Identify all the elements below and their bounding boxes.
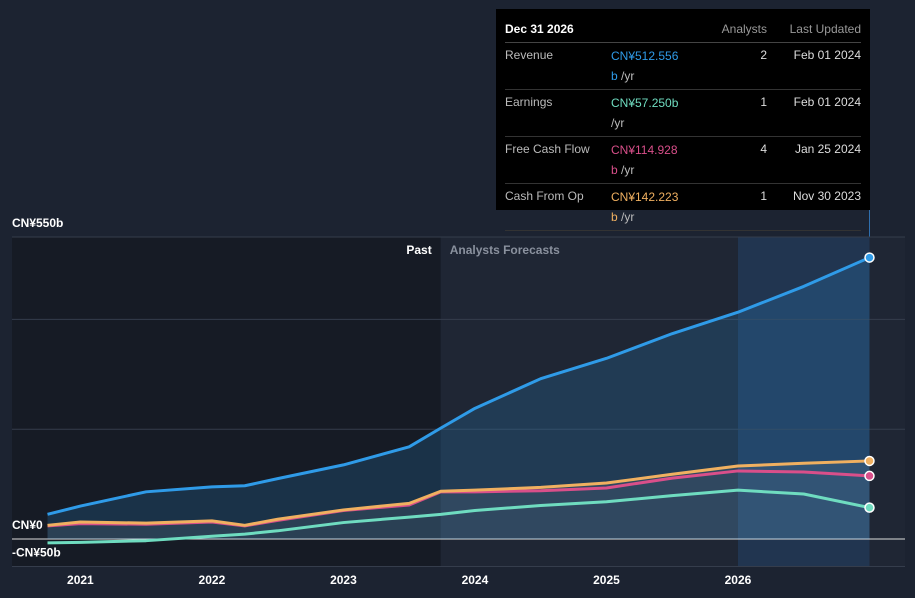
- y-tick-label: CN¥550b: [12, 216, 63, 230]
- tooltip-row: Earnings CN¥57.250b /yr 1 Feb 01 2024: [505, 90, 861, 137]
- end-dot: [864, 455, 875, 467]
- row-value-cell: CN¥512.556b /yr: [611, 46, 683, 86]
- row-analysts: 1: [760, 189, 767, 203]
- x-tick-label: 2022: [199, 573, 226, 587]
- past-label: Past: [406, 243, 431, 257]
- tooltip-row: Free Cash Flow CN¥114.928b /yr 4 Jan 25 202…: [505, 137, 861, 184]
- series-area: [47, 257, 870, 540]
- x-tick-label: 2025: [593, 573, 620, 587]
- tooltip-header: Dec 31 2026 Analysts Last Updated: [505, 17, 861, 43]
- row-updated: Jan 25 2024: [794, 142, 861, 156]
- tooltip-row: Cash From Op CN¥142.223b /yr 1 Nov 30 2023: [505, 184, 861, 231]
- row-value: CN¥142.223b: [611, 190, 679, 224]
- row-unit: /yr: [621, 163, 635, 177]
- row-value-cell: CN¥114.928b /yr: [611, 140, 683, 180]
- forecast-label: Analysts Forecasts: [450, 243, 560, 257]
- row-value-cell: CN¥142.223b /yr: [611, 187, 683, 227]
- row-updated: Feb 01 2024: [793, 48, 861, 62]
- end-dot: [864, 502, 875, 513]
- x-tick-label: 2021: [67, 573, 94, 587]
- highlight-region: [737, 237, 870, 567]
- updated-header: Last Updated: [789, 22, 861, 36]
- row-value-cell: CN¥57.250b /yr: [611, 93, 683, 133]
- x-tick-label: 2023: [330, 573, 357, 587]
- series-line: [47, 459, 870, 527]
- analysts-header: Analysts: [721, 22, 767, 36]
- past-region: [12, 237, 441, 567]
- row-unit: /yr: [621, 69, 635, 83]
- tooltip-date: Dec 31 2026: [505, 22, 574, 36]
- end-dot: [864, 252, 875, 263]
- row-label: Earnings: [505, 95, 553, 109]
- x-tick-label: 2026: [725, 573, 752, 587]
- row-updated: Feb 01 2024: [793, 95, 861, 109]
- end-dot: [864, 470, 875, 482]
- row-analysts: 4: [760, 142, 767, 156]
- series-line: [47, 256, 871, 516]
- row-analysts: 1: [760, 95, 767, 109]
- row-value: CN¥57.250b: [611, 96, 679, 110]
- forecast-region: [440, 237, 905, 567]
- y-tick-label: CN¥0: [12, 518, 43, 532]
- x-tick-label: 2024: [462, 573, 489, 587]
- row-label: Revenue: [505, 48, 554, 62]
- y-tick-label: -CN¥50b: [12, 546, 61, 560]
- row-updated: Nov 30 2023: [792, 189, 861, 203]
- row-value: CN¥512.556b: [611, 49, 679, 83]
- series-line: [47, 488, 870, 545]
- row-label: Free Cash Flow: [505, 142, 590, 156]
- row-label: Cash From Op: [505, 189, 584, 203]
- row-unit: /yr: [611, 116, 625, 130]
- row-analysts: 2: [760, 48, 767, 62]
- row-unit: /yr: [621, 210, 635, 224]
- tooltip-row: Revenue CN¥512.556b /yr 2 Feb 01 2024: [505, 43, 861, 90]
- tooltip: Dec 31 2026 Analysts Last Updated Revenu…: [496, 9, 870, 231]
- row-value: CN¥114.928b: [611, 143, 678, 177]
